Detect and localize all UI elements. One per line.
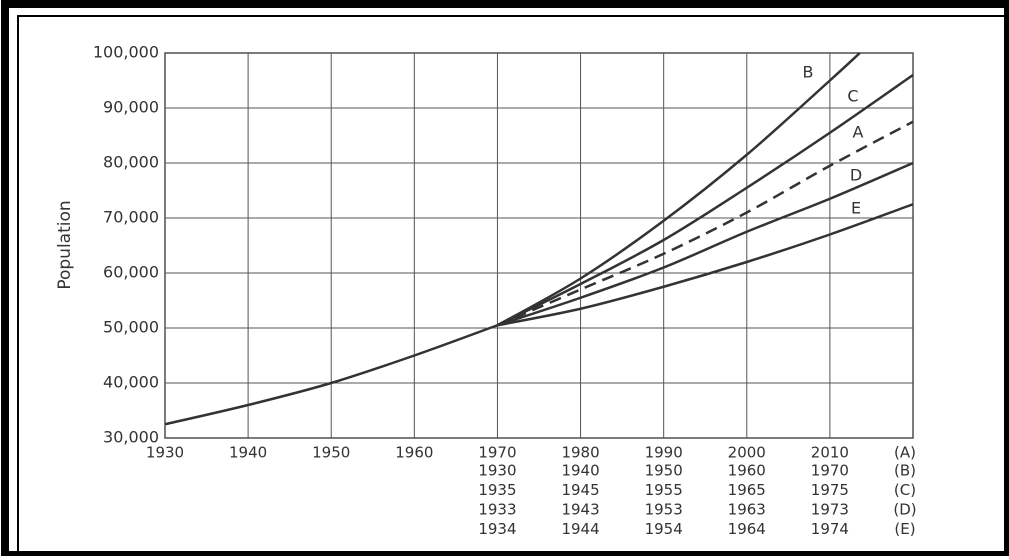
x-tick-label: 1975 [811, 481, 849, 499]
y-axis-label: Population [55, 200, 75, 289]
x-tick-label: (E) [894, 520, 915, 538]
x-tick-label: 1950 [312, 444, 350, 462]
y-tick-label: 40,000 [103, 373, 159, 392]
x-tick-label: 1930 [478, 462, 516, 480]
y-tick-label: 70,000 [103, 208, 159, 227]
x-tick-label: 1933 [478, 501, 516, 519]
x-tick-label: 1953 [645, 501, 683, 519]
y-tick-label: 30,000 [103, 428, 159, 447]
x-tick-label: 1960 [395, 444, 433, 462]
x-tick-label: 1974 [811, 520, 849, 538]
inner-frame [17, 15, 1009, 553]
x-tick-label: 1940 [229, 444, 267, 462]
series-label: B [803, 63, 814, 82]
y-tick-label: 80,000 [103, 153, 159, 172]
x-tick-label: 1955 [645, 481, 683, 499]
x-tick-label: 1960 [728, 462, 766, 480]
series-label: D [850, 166, 862, 185]
x-tick-label: 1990 [645, 444, 683, 462]
x-tick-label: 2000 [728, 444, 766, 462]
line-series [496, 73, 914, 327]
x-tick-label: 1954 [645, 520, 683, 538]
x-tick-label: 1945 [561, 481, 599, 499]
x-tick-label: 1964 [728, 520, 766, 538]
x-tick-label: 1963 [728, 501, 766, 519]
x-tick-label: (D) [893, 501, 916, 519]
x-tick-label: 1980 [561, 444, 599, 462]
line-series [497, 161, 914, 327]
x-tick-label: 1944 [561, 520, 599, 538]
x-tick-label: 1934 [478, 520, 516, 538]
y-tick-label: 90,000 [103, 98, 159, 117]
series-label: A [853, 123, 864, 142]
y-tick-label: 60,000 [103, 263, 159, 282]
x-tick-label: 1943 [561, 501, 599, 519]
y-tick-label: 50,000 [103, 318, 159, 337]
line-series [496, 52, 861, 327]
x-tick-label: 1940 [561, 462, 599, 480]
x-tick-label: 2010 [811, 444, 849, 462]
x-tick-label: 1965 [728, 481, 766, 499]
x-tick-label: (C) [894, 481, 916, 499]
y-tick-label: 100,000 [93, 43, 159, 62]
x-tick-label: 1950 [645, 462, 683, 480]
x-tick-label: 1935 [478, 481, 516, 499]
x-tick-label: 1930 [146, 444, 184, 462]
line-series [164, 324, 498, 426]
x-tick-label: 1970 [811, 462, 849, 480]
x-tick-label: 1970 [478, 444, 516, 462]
line-series [497, 203, 914, 327]
series-label: C [847, 87, 858, 106]
series-label: E [851, 199, 861, 218]
x-tick-label: 1973 [811, 501, 849, 519]
x-tick-label: (A) [894, 444, 916, 462]
line-series [496, 120, 914, 327]
x-tick-label: (B) [894, 462, 916, 480]
